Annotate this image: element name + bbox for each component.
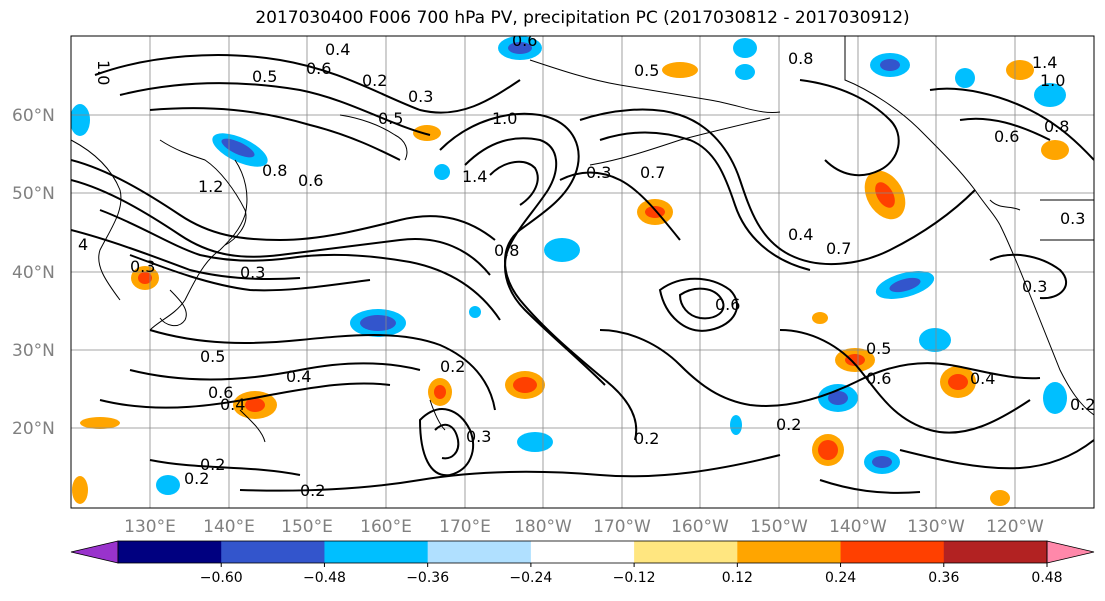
colorbar-tick-label: −0.48 (303, 570, 346, 586)
svg-text:0.8: 0.8 (494, 241, 519, 260)
lon-label-170w: 170°W (593, 517, 651, 537)
colorbar-segment (840, 541, 945, 563)
svg-text:0.4: 0.4 (788, 225, 813, 244)
lon-label-130e: 130°E (124, 517, 176, 537)
colorbar-tick-label: 0.12 (722, 570, 753, 586)
colorbar-extend-low (70, 540, 119, 564)
svg-text:4: 4 (78, 235, 88, 254)
svg-text:0.6: 0.6 (298, 171, 323, 190)
svg-text:0.3: 0.3 (1022, 277, 1047, 296)
svg-text:0.5: 0.5 (378, 109, 403, 128)
colorbar-tick-label: −0.36 (406, 570, 449, 586)
colorbar-segment (324, 541, 429, 563)
lat-label-40n: 40°N (12, 263, 55, 283)
colorbar: −0.60 −0.48 −0.36 −0.24 −0.12 0.12 0.24 0.36 0.4… (70, 540, 1095, 586)
svg-text:0.6: 0.6 (715, 295, 740, 314)
colorbar-frame (117, 540, 1048, 564)
svg-text:0.8: 0.8 (788, 49, 813, 68)
colorbar-extend-high (1046, 540, 1095, 564)
lon-label-150e: 150°E (281, 517, 333, 537)
colorbar-segment (427, 541, 532, 563)
svg-text:0.6: 0.6 (208, 383, 233, 402)
coastlines (71, 36, 1094, 443)
svg-text:0.3: 0.3 (1060, 209, 1085, 228)
contour-labels: 1.0 0.5 0.2 0.6 0.3 0.5 0.6 0.8 0.4 1.0 … (78, 31, 1095, 500)
plot-title: 2017030400 F006 700 hPa PV, precipitatio… (255, 8, 910, 28)
colorbar-segment (737, 541, 842, 563)
svg-text:0.6: 0.6 (306, 59, 331, 78)
svg-text:0.2: 0.2 (184, 469, 209, 488)
svg-text:0.4: 0.4 (286, 367, 311, 386)
svg-text:0.2: 0.2 (440, 357, 465, 376)
colorbar-segment (530, 541, 635, 563)
svg-text:0.4: 0.4 (325, 40, 350, 59)
svg-text:0.3: 0.3 (466, 427, 491, 446)
svg-text:0.3: 0.3 (586, 163, 611, 182)
svg-text:1.2: 1.2 (198, 177, 223, 196)
svg-text:1.0: 1.0 (1040, 71, 1065, 90)
colorbar-segment (118, 541, 222, 563)
svg-text:0.7: 0.7 (826, 239, 851, 258)
lon-label-160e: 160°E (360, 517, 412, 537)
colorbar-tick-label: 0.36 (928, 570, 959, 586)
svg-text:1.4: 1.4 (462, 167, 487, 186)
svg-text:0.8: 0.8 (262, 161, 287, 180)
svg-text:0.5: 0.5 (634, 61, 659, 80)
pv-contours (71, 54, 1094, 494)
svg-text:1.4: 1.4 (1032, 53, 1057, 72)
lon-label-140e: 140°E (203, 517, 255, 537)
lon-label-120w: 120°W (986, 517, 1044, 537)
svg-text:0.4: 0.4 (220, 395, 245, 414)
graticule (71, 36, 1094, 508)
lon-label-170e: 170°E (439, 517, 491, 537)
svg-text:0.3: 0.3 (408, 87, 433, 106)
latitude-labels: 60°N 50°N 40°N 30°N 20°N (12, 106, 55, 439)
svg-text:0.2: 0.2 (776, 415, 801, 434)
svg-text:0.6: 0.6 (866, 369, 891, 388)
colorbar-tick-label: −0.12 (613, 570, 656, 586)
lon-label-140w: 140°W (829, 517, 887, 537)
lon-label-150w: 150°W (750, 517, 808, 537)
colorbar-segment (943, 541, 1048, 563)
svg-text:0.2: 0.2 (362, 71, 387, 90)
lon-label-130w: 130°W (907, 517, 965, 537)
svg-text:0.5: 0.5 (866, 339, 891, 358)
colorbar-tick-label: 0.48 (1031, 570, 1062, 586)
colorbar-segment (221, 541, 325, 563)
svg-text:0.6: 0.6 (512, 31, 537, 50)
colorbar-tick-label: −0.60 (200, 570, 243, 586)
lat-label-60n: 60°N (12, 106, 55, 126)
colorbar-segment (634, 541, 738, 563)
colorbar-tick-label: −0.24 (509, 570, 552, 586)
plot-frame (70, 35, 1095, 509)
svg-text:0.6: 0.6 (994, 127, 1019, 146)
svg-text:0.2: 0.2 (1070, 395, 1095, 414)
lat-label-20n: 20°N (12, 419, 55, 439)
lat-label-30n: 30°N (12, 341, 55, 361)
svg-text:0.5: 0.5 (252, 67, 277, 86)
svg-text:1.0: 1.0 (492, 109, 517, 128)
svg-text:0.7: 0.7 (640, 163, 665, 182)
svg-text:0.2: 0.2 (634, 429, 659, 448)
precip-anomaly-shading (71, 36, 1069, 506)
lon-label-180w: 180°W (514, 517, 572, 537)
svg-text:0.8: 0.8 (1044, 117, 1069, 136)
lon-label-160w: 160°W (671, 517, 729, 537)
colorbar-tick-label: 0.24 (825, 570, 856, 586)
svg-text:0.3: 0.3 (240, 263, 265, 282)
longitude-labels: 130°E 140°E 150°E 160°E 170°E 180°W 170°… (124, 517, 1044, 537)
svg-text:1.0: 1.0 (94, 60, 113, 85)
svg-text:0.4: 0.4 (970, 369, 995, 388)
svg-text:0.3: 0.3 (130, 257, 155, 276)
svg-text:0.2: 0.2 (200, 455, 225, 474)
svg-text:0.5: 0.5 (200, 347, 225, 366)
lat-label-50n: 50°N (12, 184, 55, 204)
svg-text:0.2: 0.2 (300, 481, 325, 500)
